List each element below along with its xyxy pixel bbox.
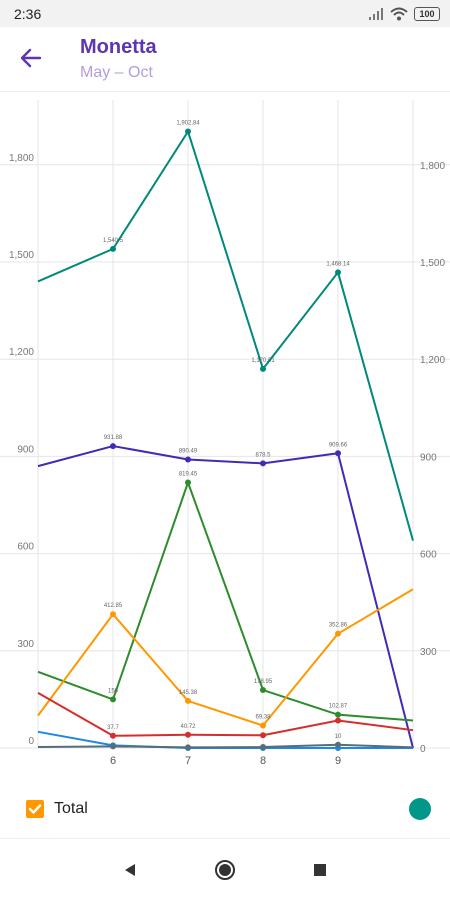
page-title: Monetta [80, 36, 157, 58]
wifi-icon [390, 7, 408, 21]
data-label: 890.49 [179, 448, 198, 454]
data-point [260, 365, 266, 372]
series-line [37, 130, 414, 541]
data-label: 37.7 [107, 725, 119, 731]
data-point [110, 732, 116, 739]
date-range: May – Oct [80, 64, 153, 81]
data-label: 10 [335, 734, 342, 740]
y-tick-label-left: 1,500 [9, 250, 34, 261]
nav-back-button[interactable] [115, 855, 145, 885]
data-label: 819.45 [179, 471, 198, 477]
x-tick-label: 9 [335, 755, 341, 767]
data-label: 40.72 [180, 724, 196, 730]
x-tick-label: 7 [185, 755, 191, 767]
series-line [37, 445, 414, 749]
series-line [37, 588, 414, 727]
y-tick-label-right: 600 [420, 550, 437, 561]
data-label: 909.66 [329, 442, 348, 448]
x-tick-label: 6 [110, 755, 116, 767]
check-icon [28, 804, 42, 814]
status-bar: 2:36 100 [0, 0, 450, 27]
legend-row: Total [0, 790, 450, 830]
color-dot[interactable] [409, 798, 431, 820]
data-label: 1,540.5 [103, 238, 124, 244]
nav-recents-button[interactable] [305, 855, 335, 885]
signal-icon [369, 8, 383, 20]
data-point [185, 479, 191, 486]
y-tick-label-right: 0 [420, 744, 426, 755]
data-point [110, 245, 116, 252]
arrow-left-icon [20, 48, 42, 68]
y-tick-label-left: 600 [17, 542, 34, 553]
battery-icon: 100 [414, 7, 440, 21]
data-label: 352.86 [329, 623, 348, 629]
data-label: 1,170.01 [251, 358, 275, 364]
series-line [37, 481, 414, 722]
data-point [335, 269, 341, 276]
y-tick-label-right: 1,800 [420, 161, 445, 172]
data-point [185, 731, 191, 738]
square-recents-icon [314, 864, 326, 876]
data-point [260, 744, 266, 751]
series-line [37, 743, 414, 749]
data-point [335, 741, 341, 748]
status-icons: 100 [368, 5, 440, 23]
data-point [260, 460, 266, 467]
data-point [110, 443, 116, 450]
chart-svg: 0 0 300 300 600 600 900 900 1,200 1,200 1,500 1,500… [0, 100, 450, 767]
data-point [335, 450, 341, 457]
data-point [260, 732, 266, 739]
data-point [110, 743, 116, 750]
data-label: 931.88 [104, 435, 123, 441]
data-label: 412.85 [104, 603, 123, 609]
data-label: 150 [108, 688, 119, 694]
navigation-bar [0, 838, 450, 901]
y-tick-label-left: 300 [17, 639, 34, 650]
data-point [185, 744, 191, 751]
data-label: 1,468.14 [326, 261, 350, 267]
total-checkbox[interactable] [26, 800, 44, 818]
y-tick-label-left: 1,800 [9, 153, 34, 164]
x-tick-label: 8 [260, 755, 266, 767]
data-point [335, 630, 341, 637]
y-tick-label-right: 1,200 [420, 355, 445, 366]
data-point [110, 696, 116, 703]
circle-home-icon [215, 860, 235, 880]
data-point [335, 711, 341, 718]
data-point [335, 717, 341, 724]
data-label: 102.87 [329, 704, 348, 710]
triangle-back-icon [125, 864, 135, 876]
y-tick-label-left: 1,200 [9, 347, 34, 358]
data-point [185, 697, 191, 704]
nav-home-button[interactable] [210, 855, 240, 885]
y-tick-label-left: 0 [28, 736, 34, 747]
y-tick-label-right: 1,500 [420, 258, 445, 269]
data-label: 178.95 [254, 679, 273, 685]
data-label: 145.38 [179, 690, 198, 696]
data-point [260, 687, 266, 694]
data-point [185, 128, 191, 135]
data-point [260, 722, 266, 729]
status-time: 2:36 [14, 6, 42, 22]
legend-label: Total [54, 800, 88, 817]
back-button[interactable] [14, 41, 48, 75]
battery-level: 100 [419, 9, 435, 19]
data-label: 878.5 [255, 452, 271, 458]
y-tick-label-right: 300 [420, 647, 437, 658]
data-label: 69.38 [255, 715, 271, 721]
y-tick-label-left: 900 [17, 444, 34, 455]
series-line [37, 692, 414, 737]
data-point [185, 456, 191, 463]
y-tick-label-right: 900 [420, 452, 437, 463]
data-point [110, 611, 116, 618]
line-chart[interactable]: 0 0 300 300 600 600 900 900 1,200 1,200 1,500 1,500… [0, 92, 450, 772]
data-label: 1,902.84 [176, 120, 200, 126]
app-bar: Monetta May – Oct [0, 27, 450, 92]
